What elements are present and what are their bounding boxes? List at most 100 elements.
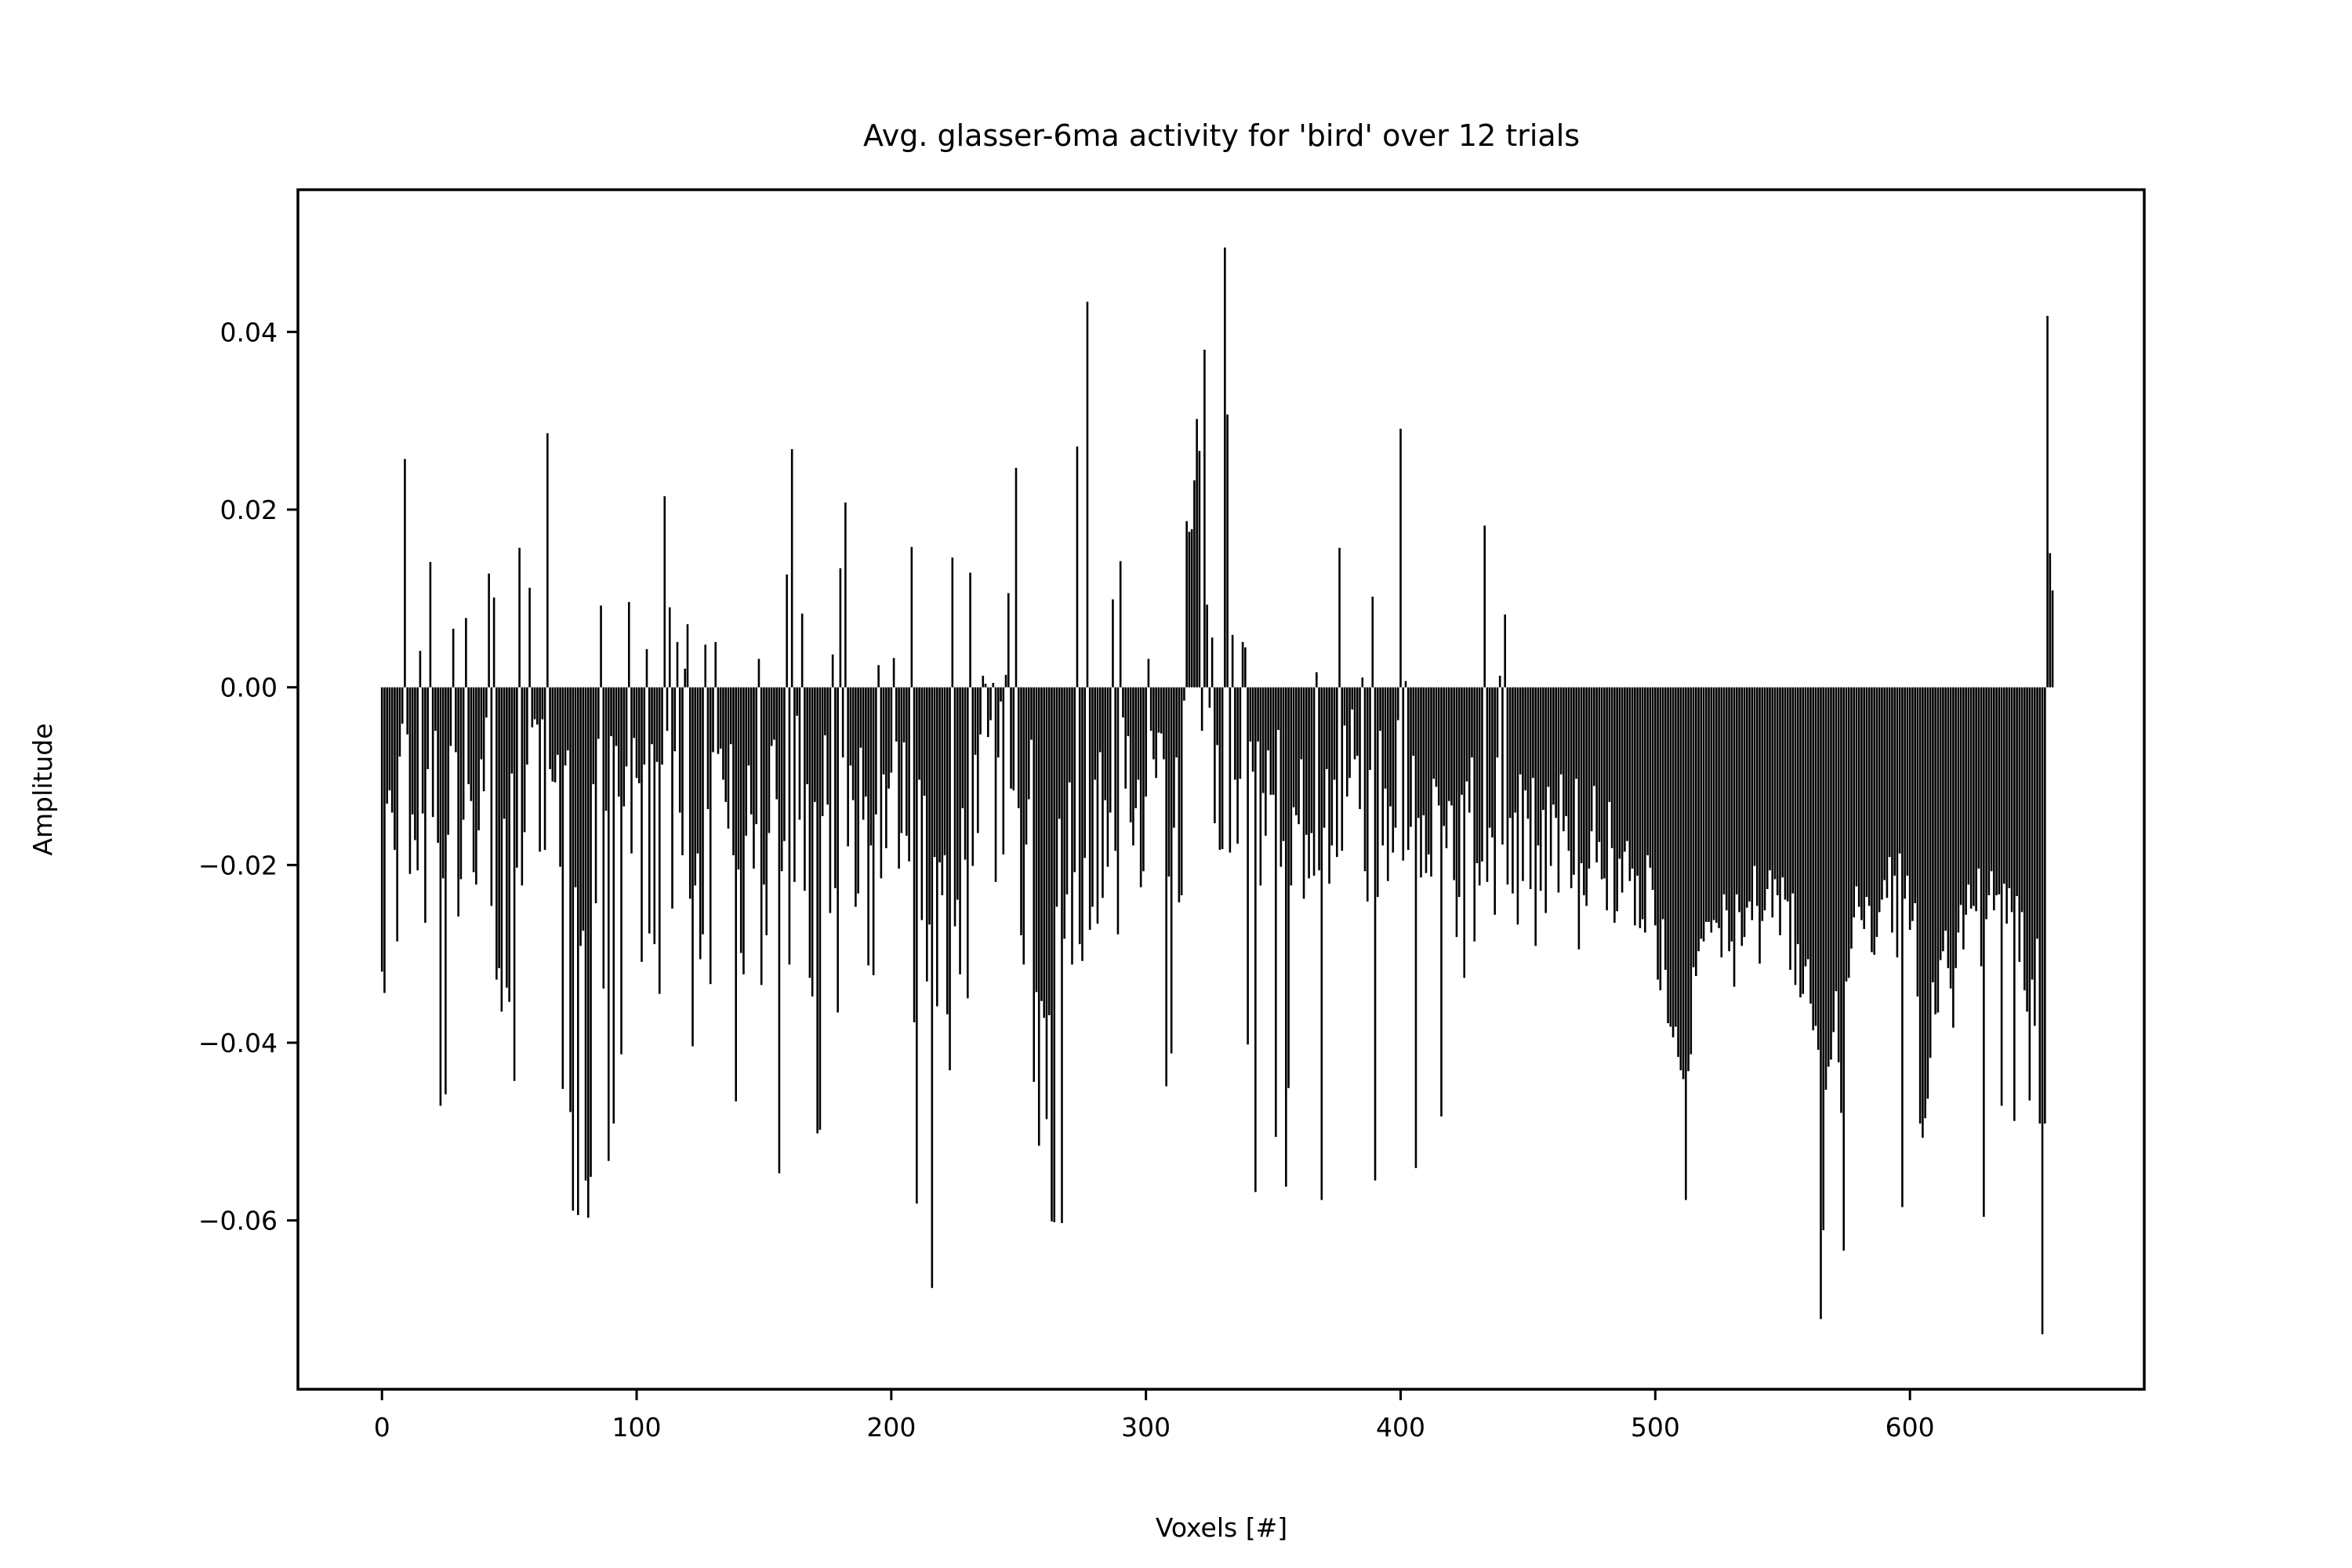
bar bbox=[1738, 687, 1740, 913]
bar bbox=[668, 607, 671, 688]
bar bbox=[615, 687, 618, 746]
bar bbox=[834, 687, 837, 888]
bar bbox=[523, 687, 526, 833]
bar bbox=[1010, 687, 1012, 789]
bar bbox=[1534, 687, 1537, 946]
bar bbox=[1840, 687, 1842, 1113]
bar bbox=[1292, 687, 1295, 808]
bar bbox=[671, 687, 673, 909]
bar bbox=[1942, 687, 1944, 952]
bar bbox=[503, 687, 506, 819]
bar bbox=[582, 687, 585, 931]
bar bbox=[510, 687, 514, 774]
bar bbox=[788, 687, 791, 965]
bar bbox=[1646, 687, 1649, 855]
bar bbox=[1817, 687, 1820, 1051]
bar bbox=[1481, 687, 1483, 862]
bar bbox=[1911, 687, 1914, 921]
bar bbox=[1544, 687, 1547, 913]
bar bbox=[590, 687, 592, 1178]
bar bbox=[851, 687, 855, 800]
bar bbox=[1906, 687, 1909, 876]
bar bbox=[557, 687, 559, 755]
bar bbox=[1583, 687, 1585, 895]
bar bbox=[1549, 687, 1552, 866]
bar bbox=[1149, 687, 1152, 731]
bar bbox=[470, 687, 473, 801]
bar bbox=[1224, 247, 1226, 688]
bar bbox=[902, 687, 906, 742]
bar bbox=[1473, 687, 1475, 942]
bar bbox=[1236, 687, 1239, 844]
bar bbox=[1244, 647, 1247, 688]
y-tick-label: 0.02 bbox=[220, 495, 278, 525]
bar bbox=[539, 687, 541, 852]
bar bbox=[1837, 687, 1840, 1062]
bar bbox=[1806, 687, 1809, 960]
bar bbox=[1751, 687, 1754, 920]
bar bbox=[959, 687, 961, 975]
bar bbox=[1396, 687, 1399, 720]
bar bbox=[1967, 687, 1970, 885]
bar bbox=[882, 687, 885, 775]
bar bbox=[678, 687, 681, 813]
bar bbox=[1922, 687, 1924, 1138]
bar bbox=[541, 687, 544, 720]
bar bbox=[506, 687, 508, 988]
bar bbox=[2016, 687, 2018, 896]
bar bbox=[546, 433, 549, 688]
bar bbox=[1773, 687, 1777, 880]
bar bbox=[1883, 687, 1886, 880]
bar bbox=[1445, 687, 1448, 848]
bar bbox=[658, 687, 661, 994]
bar bbox=[986, 687, 989, 738]
bar bbox=[1514, 687, 1516, 813]
bar bbox=[641, 687, 643, 962]
bar bbox=[1002, 687, 1005, 855]
bar bbox=[1552, 687, 1555, 805]
bar bbox=[1180, 687, 1183, 895]
bar bbox=[1363, 687, 1367, 872]
bar bbox=[918, 687, 920, 780]
bar bbox=[1639, 687, 1642, 928]
bar bbox=[1404, 681, 1407, 688]
bar bbox=[1830, 687, 1832, 1060]
bar bbox=[673, 687, 677, 752]
bar bbox=[561, 687, 564, 1089]
bar bbox=[1763, 687, 1766, 911]
bar bbox=[390, 687, 394, 813]
bar bbox=[1748, 687, 1751, 902]
bar bbox=[1944, 687, 1947, 931]
bar bbox=[1440, 687, 1443, 1117]
bar bbox=[1598, 687, 1601, 842]
bar bbox=[1613, 687, 1616, 923]
bar bbox=[607, 687, 610, 1161]
bar bbox=[1139, 687, 1142, 887]
bar bbox=[1463, 687, 1466, 978]
bar bbox=[1226, 414, 1229, 688]
bar bbox=[1720, 687, 1723, 958]
bar bbox=[1975, 687, 1977, 912]
bar bbox=[627, 601, 630, 688]
bar bbox=[859, 687, 862, 748]
bar bbox=[2008, 687, 2011, 888]
bar bbox=[2024, 687, 2026, 991]
bar bbox=[388, 687, 391, 791]
bar bbox=[1675, 687, 1677, 1027]
bar bbox=[2049, 553, 2052, 688]
bar bbox=[1417, 687, 1420, 818]
bar bbox=[452, 628, 455, 688]
bar bbox=[906, 687, 908, 836]
bar bbox=[908, 687, 910, 862]
bar bbox=[1555, 687, 1557, 818]
bar bbox=[1356, 687, 1359, 756]
bar bbox=[1234, 687, 1236, 780]
bar bbox=[1934, 687, 1936, 1014]
bar bbox=[747, 687, 750, 766]
bar bbox=[1109, 687, 1112, 813]
bar bbox=[1526, 687, 1530, 819]
x-tick-label: 600 bbox=[1886, 1412, 1935, 1443]
bar bbox=[753, 687, 755, 869]
bar bbox=[704, 644, 707, 688]
bar bbox=[1753, 687, 1756, 866]
